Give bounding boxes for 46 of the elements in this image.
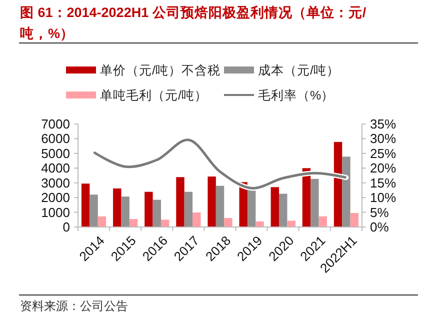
y2-tick-label: 30% bbox=[370, 131, 396, 146]
bar bbox=[318, 216, 327, 227]
y2-tick-label: 5% bbox=[370, 204, 390, 220]
bar bbox=[160, 220, 170, 227]
bar bbox=[184, 192, 193, 227]
bar bbox=[81, 184, 90, 227]
legend-label: 单价（元/吨）不含税 bbox=[100, 64, 220, 78]
bar bbox=[113, 188, 122, 227]
bar bbox=[208, 176, 216, 227]
y-tick-label: 4000 bbox=[41, 160, 70, 176]
text: 资料来源：公司公告 bbox=[20, 299, 128, 313]
bar bbox=[342, 156, 350, 227]
bar bbox=[121, 196, 130, 227]
y-tick-label: 7000 bbox=[41, 116, 70, 132]
chart-title: 图 61：2014-2022H1 公司预焙阳极盈利情况（单位：元/吨，%） bbox=[20, 5, 366, 41]
bar bbox=[216, 186, 224, 227]
bar bbox=[98, 216, 106, 227]
legend-label: 毛利率（%） bbox=[258, 88, 334, 102]
bar bbox=[256, 221, 264, 227]
bar bbox=[129, 219, 138, 227]
bar bbox=[176, 177, 184, 227]
bar bbox=[270, 187, 280, 227]
y-tick-label: 3000 bbox=[41, 175, 70, 190]
y2-tick-label: 35% bbox=[370, 116, 396, 132]
bar bbox=[350, 213, 359, 227]
legend-label: 成本（元/吨） bbox=[258, 64, 340, 78]
y-tick-label: 6000 bbox=[41, 131, 70, 146]
bar bbox=[144, 192, 153, 227]
y2-tick-label: 20% bbox=[370, 160, 396, 176]
bar bbox=[192, 212, 201, 227]
y-tick-label: 2000 bbox=[41, 190, 70, 206]
y-tick-label: 1000 bbox=[41, 204, 70, 220]
bar bbox=[152, 200, 161, 227]
bar bbox=[287, 220, 296, 227]
bar bbox=[334, 142, 342, 227]
bar bbox=[224, 218, 232, 227]
y2-tick-label: 0% bbox=[370, 220, 390, 234]
legend-label: 单吨毛利（元/吨） bbox=[100, 88, 208, 102]
bar bbox=[90, 194, 98, 227]
y2-tick-label: 25% bbox=[370, 146, 396, 161]
y2-tick-label: 15% bbox=[370, 175, 396, 190]
bar bbox=[279, 194, 288, 227]
y2-tick-label: 10% bbox=[370, 190, 396, 206]
y-tick-label: 0 bbox=[62, 220, 70, 234]
y-tick-label: 5000 bbox=[41, 146, 70, 161]
bar bbox=[310, 178, 319, 227]
